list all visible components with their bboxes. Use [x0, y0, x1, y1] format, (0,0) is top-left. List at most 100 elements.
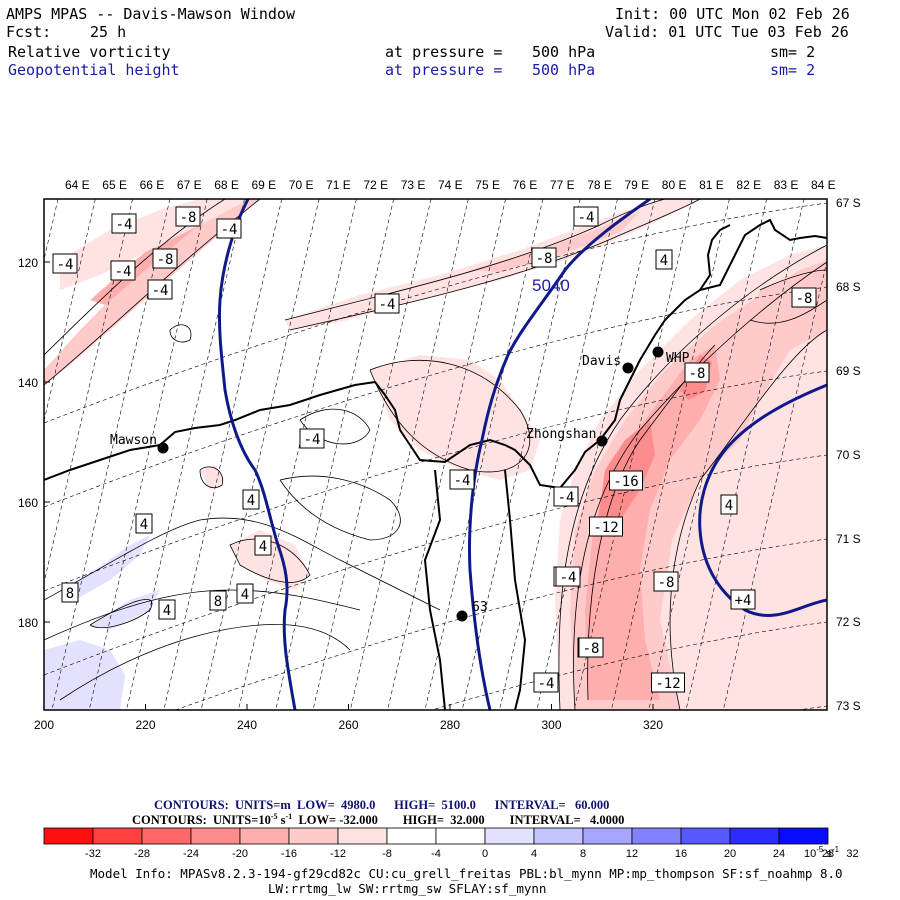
vorticity-label: -4 — [152, 283, 169, 299]
vorticity-label: 8 — [214, 594, 222, 610]
vorticity-fill-nw-band-core — [90, 215, 205, 305]
vorticity-label-box — [374, 293, 400, 314]
vorticity-label: -8 — [157, 252, 174, 268]
x-tick-label: 200 — [34, 718, 54, 732]
meridian-line — [238, 199, 357, 710]
latitude-label: 69 S — [836, 364, 861, 378]
colorbar-tick-label: 24 — [773, 848, 785, 860]
coastline-inlet2 — [504, 469, 527, 710]
meridian-line — [573, 199, 693, 710]
vorticity-labels: -4 -8 -4 -4 -8 -4 -4 -4 -8 -4 4 -8 -8 -4 4 4 -16 -12 -8 -4 4… — [52, 206, 817, 693]
vorticity-label-box — [242, 489, 260, 510]
coastline-ridge — [699, 224, 731, 291]
latitude-label: 73 S — [836, 699, 861, 713]
meridian-line — [44, 199, 59, 261]
longitude-label: 74 E — [438, 178, 463, 192]
longitude-label: 68 E — [214, 178, 239, 192]
colorbar-tick-label: -32 — [85, 848, 101, 860]
vorticity-label-box — [158, 599, 176, 620]
vort-contour-11 — [44, 589, 361, 641]
colorbar-swatch — [484, 827, 535, 845]
vorticity-label-box — [533, 672, 559, 693]
vorticity-label-box — [111, 213, 137, 234]
x-tick-label: 280 — [440, 718, 460, 732]
y-tick-label: 180 — [18, 616, 38, 630]
vorticity-label-box — [684, 362, 710, 383]
vorticity-label-box — [254, 535, 272, 556]
meridian-line — [126, 199, 245, 710]
latitude-label: 68 S — [836, 280, 861, 294]
vorticity-fill-sw-blue — [44, 640, 125, 710]
y-tick-label: 160 — [18, 496, 38, 510]
vort-contour-7 — [669, 329, 827, 710]
field2-level-label: at pressure = — [385, 61, 503, 79]
meridian-line — [723, 259, 827, 710]
meridian-line — [387, 199, 506, 710]
meridian-line — [312, 199, 432, 710]
vorticity-label: -16 — [613, 474, 638, 490]
vorticity-label-box — [175, 206, 201, 227]
colorbar-swatch — [190, 827, 241, 845]
vorticity-label: -4 — [454, 473, 471, 489]
colorbar-swatch — [582, 827, 633, 845]
colorbar-swatch — [435, 827, 486, 845]
meridian-line — [200, 199, 320, 710]
vorticity-label-box — [152, 248, 178, 269]
parallel-line — [44, 202, 827, 424]
vorticity-label-box — [135, 513, 153, 534]
valid-time: Valid: 01 UTC Tue 03 Feb 26 — [605, 23, 849, 41]
graticule — [44, 199, 827, 710]
vort-contour-9 — [369, 360, 531, 473]
meridian-line — [163, 199, 283, 710]
colorbar-tick-label: 16 — [675, 848, 687, 860]
colorbar-swatch — [680, 827, 731, 845]
vorticity-label-box — [651, 672, 685, 693]
vorticity-label-box — [61, 582, 79, 603]
colorbar-tick-label: -20 — [232, 848, 248, 860]
footer-physics-info: LW:rrtmg_lw SW:rrtmg_sw SFLAY:sf_mynn — [268, 881, 547, 896]
station-dot-davis — [622, 362, 634, 374]
field1-name: Relative vorticity — [8, 43, 171, 61]
vort-contour-14 — [279, 475, 401, 541]
vorticity-label: -4 — [304, 432, 321, 448]
longitude-label: 73 E — [401, 178, 426, 192]
colorbar — [43, 827, 829, 845]
colorbar-swatch — [141, 827, 192, 845]
vorticity-fill-central-band-core — [470, 212, 640, 272]
x-axis-ticks: 200 220 240 260 280 300 320 — [34, 704, 663, 732]
vorticity-label-box — [299, 428, 325, 449]
latitude-label: 71 S — [836, 532, 861, 546]
meridian-line — [350, 199, 469, 710]
colorbar-tick-label: 12 — [626, 848, 638, 860]
legend-line2: CONTOURS: UNITS=10-5 s-1 LOW= -32.000 HI… — [132, 812, 625, 828]
colorbar-tick-label: 28 — [822, 848, 834, 860]
meridian-line — [611, 199, 730, 710]
height-contour-label: 5040 — [532, 276, 570, 295]
legend-line1: CONTOURS: UNITS=m LOW= 4980.0 HIGH= 5100… — [154, 798, 610, 812]
colorbar-tick-label: -24 — [183, 848, 199, 860]
vorticity-fill-spot2 — [200, 465, 225, 490]
vorticity-label-box — [52, 253, 78, 274]
plot-title: AMPS MPAS -- Davis-Mawson Window — [6, 5, 295, 23]
parallel-line — [44, 454, 827, 676]
longitude-label: 64 E — [65, 178, 90, 192]
vorticity-label: 4 — [259, 539, 267, 555]
stations: Mawson Davis WHP Zhongshan 63 — [110, 346, 690, 622]
longitude-label: 65 E — [102, 178, 127, 192]
vorticity-label: -4 — [221, 222, 238, 238]
x-tick-label: 300 — [541, 718, 561, 732]
vorticity-label: 4 — [163, 603, 171, 619]
colorbar-swatch — [631, 827, 682, 845]
vorticity-label: -8 — [536, 251, 553, 267]
station-label-mawson: Mawson — [110, 433, 157, 448]
meridian-line — [424, 199, 544, 710]
vort-contour-10 — [44, 517, 441, 611]
longitude-label: 77 E — [550, 178, 575, 192]
colorbar-tick-label: 4 — [531, 848, 537, 860]
station-dot-zhongshan — [596, 435, 608, 447]
field1-level: 500 hPa — [532, 43, 596, 61]
vorticity-label: 4 — [660, 253, 668, 269]
vort-contour-20 — [89, 598, 153, 629]
field1-smoothing: sm= 2 — [770, 43, 816, 61]
field2-smoothing: sm= 2 — [770, 61, 816, 79]
